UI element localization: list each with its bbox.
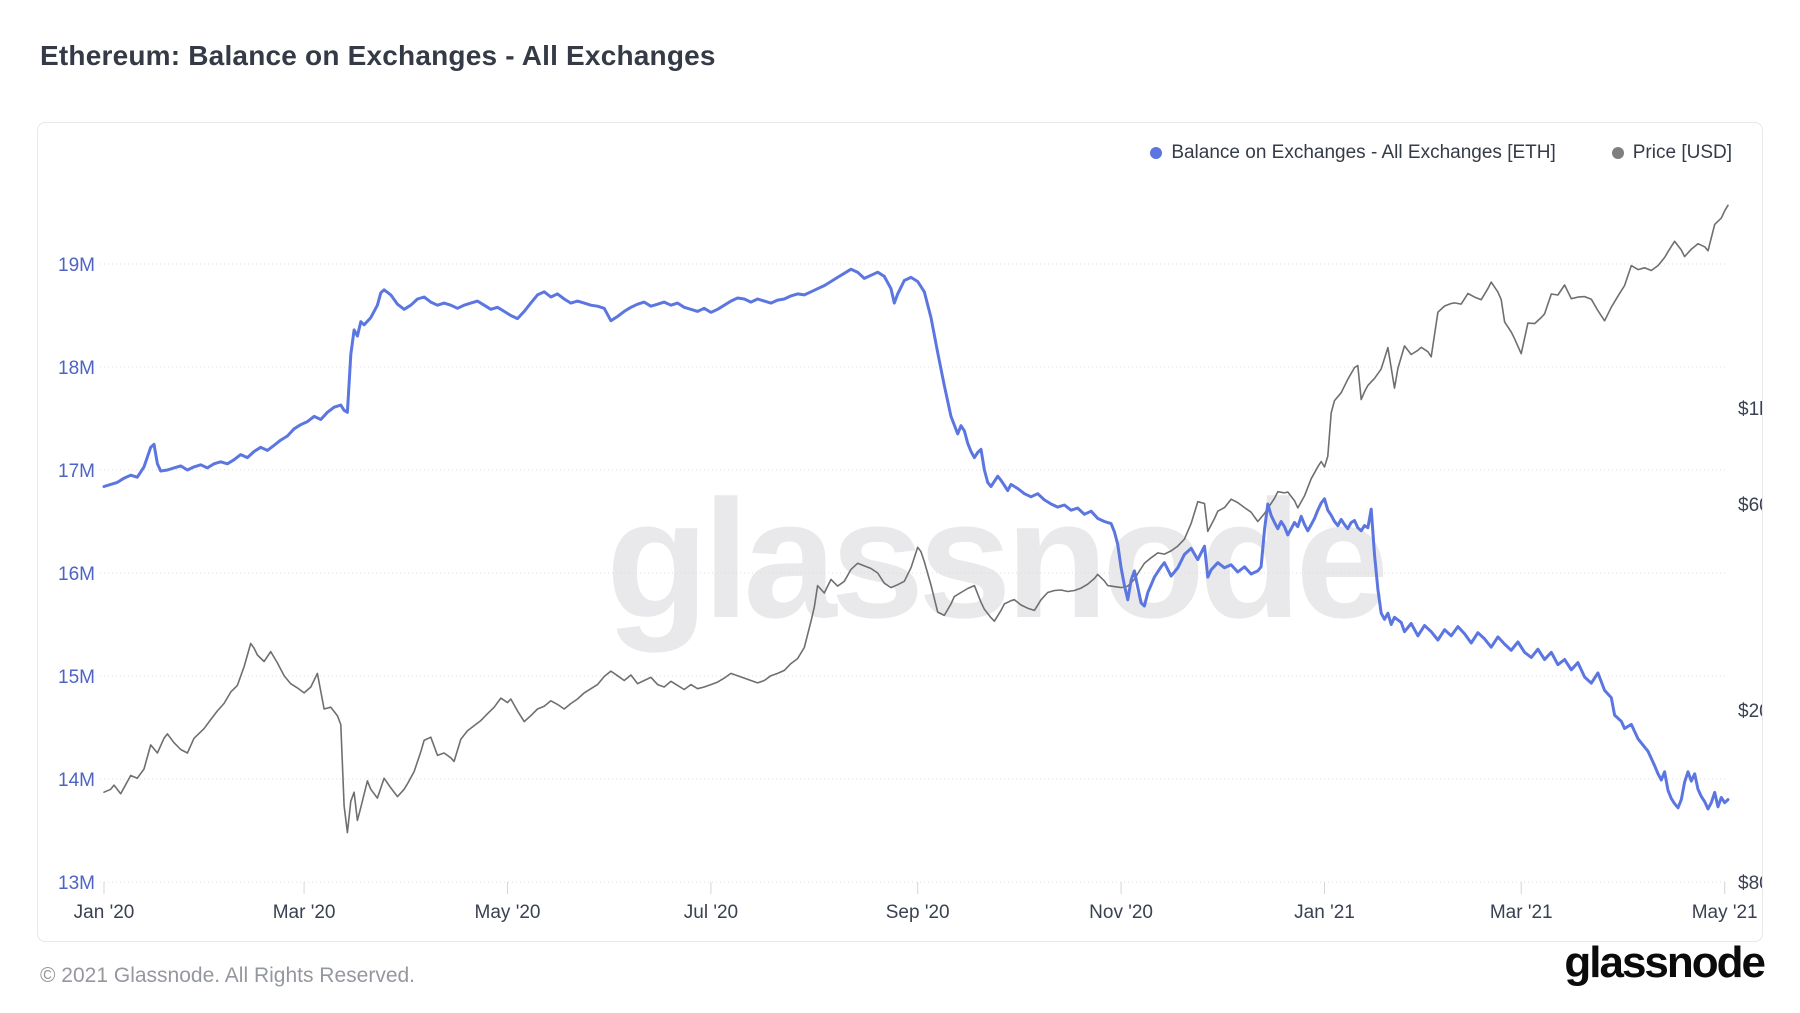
left-axis-tick: 17M [58, 461, 95, 482]
x-axis-tick: May '20 [475, 902, 541, 923]
right-axis-tick: $200 [1738, 701, 1762, 722]
page-title: Ethereum: Balance on Exchanges - All Exc… [40, 40, 716, 71]
x-axis-tick: Mar '20 [273, 902, 336, 923]
right-axis-tick: $80 [1738, 873, 1762, 894]
chart-svg[interactable]: 19M 18M 17M 16M 15M 14M 13M $1k $600 $200 $80 Jan '… [38, 123, 1762, 941]
legend-item-label: Price [USD] [1632, 142, 1732, 163]
x-axis-tick: Jul '20 [684, 902, 738, 923]
x-axis-tick: Sep '20 [886, 902, 950, 923]
right-axis-tick: $1k [1738, 399, 1762, 420]
right-axis-tick: $600 [1738, 495, 1762, 516]
x-axis-tick: Mar '21 [1490, 902, 1553, 923]
x-axis-tick: Jan '21 [1294, 902, 1355, 923]
left-axis-tick: 15M [58, 667, 95, 688]
x-axis-tick: Nov '20 [1089, 902, 1153, 923]
left-axis-tick: 14M [58, 770, 95, 791]
left-axis-tick: 18M [58, 358, 95, 379]
balance-series-dot-icon [1150, 147, 1163, 159]
x-axis-tick: May '21 [1692, 902, 1758, 923]
chart-legend: Balance on Exchanges - All Exchanges [ET… [1150, 142, 1732, 164]
price-series-dot-icon [1611, 147, 1624, 159]
left-axis-tick: 19M [58, 255, 95, 276]
legend-item-price[interactable]: Price [USD] [1611, 142, 1732, 164]
copyright-text: © 2021 Glassnode. All Rights Reserved. [40, 964, 416, 987]
chart-panel: Balance on Exchanges - All Exchanges [ET… [37, 122, 1763, 942]
legend-item-label: Balance on Exchanges - All Exchanges [ET… [1171, 142, 1556, 163]
left-axis-tick: 16M [58, 564, 95, 585]
glassnode-logo: glassnode [1564, 938, 1766, 987]
left-axis-tick: 13M [58, 873, 95, 894]
balance-line [102, 267, 1730, 811]
x-axis-tick: Jan '20 [74, 902, 135, 923]
price-line [103, 204, 1729, 834]
legend-item-balance[interactable]: Balance on Exchanges - All Exchanges [ET… [1150, 142, 1556, 164]
